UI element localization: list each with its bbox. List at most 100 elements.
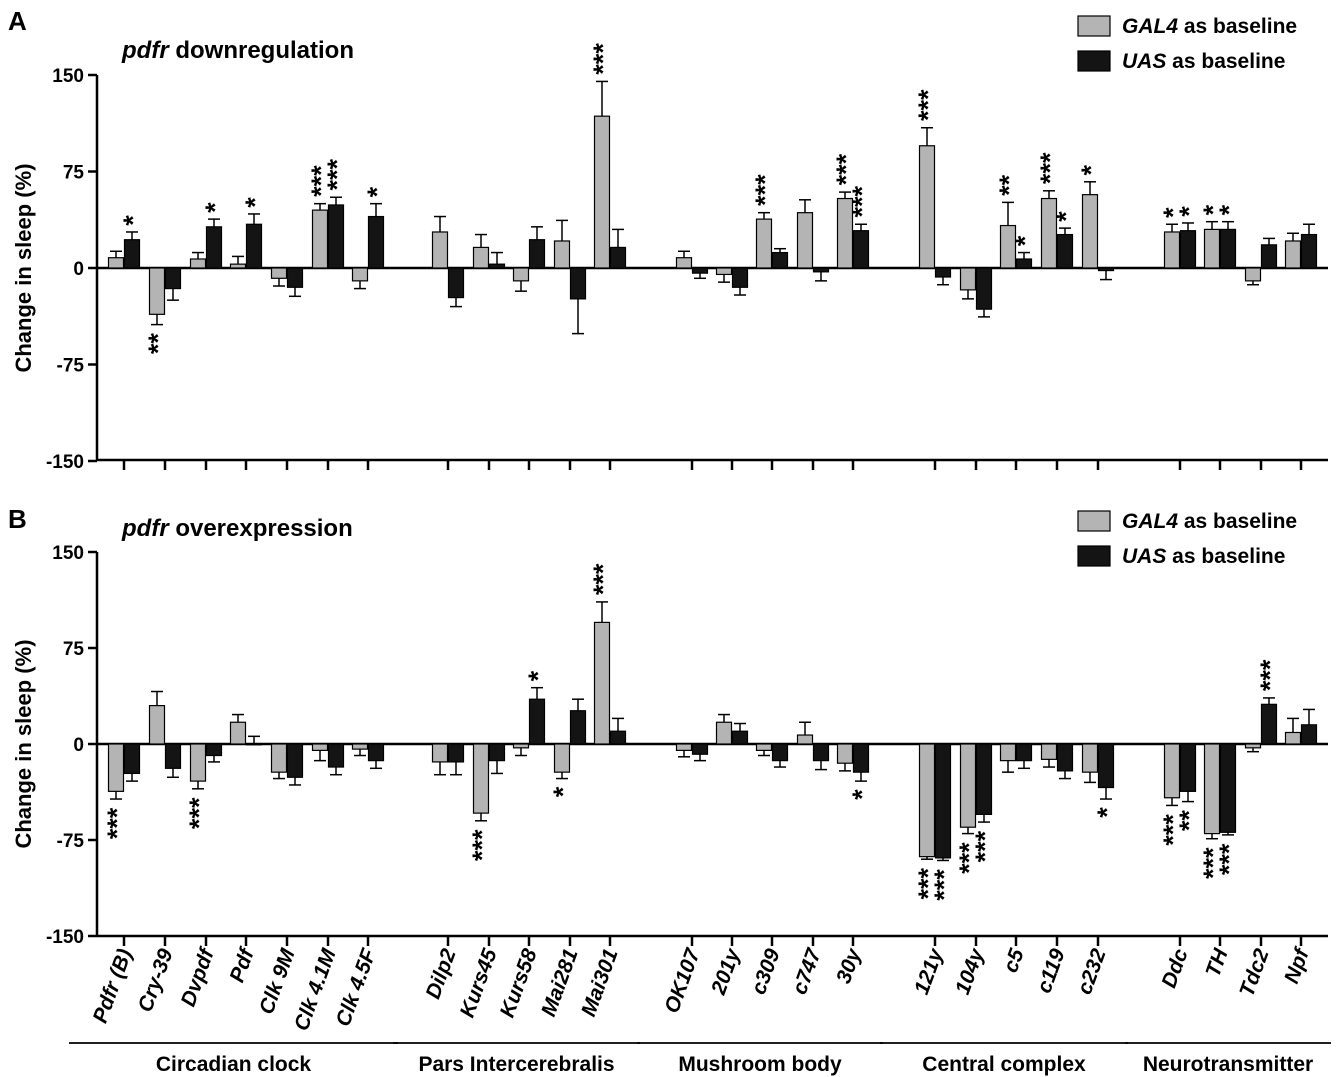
significance-marker: * bbox=[1158, 207, 1188, 218]
y-axis-label: Change in sleep (%) bbox=[11, 639, 36, 848]
bar-uas-6 bbox=[367, 743, 385, 762]
bar-gal4-4 bbox=[270, 743, 288, 773]
bar-uas-23 bbox=[1219, 228, 1237, 269]
bar-uas-24 bbox=[1260, 703, 1278, 745]
bar-gal4-4 bbox=[270, 267, 288, 279]
bar-uas-20 bbox=[1056, 233, 1074, 269]
bar-uas-1 bbox=[164, 743, 182, 769]
significance-marker: *** bbox=[588, 43, 618, 75]
bar-gal4-8 bbox=[472, 743, 490, 814]
x-category-label: OK107 bbox=[660, 945, 705, 1017]
x-category-label: c5 bbox=[999, 946, 1029, 976]
bar-gal4-9 bbox=[512, 743, 530, 749]
bar-uas-1 bbox=[164, 267, 182, 290]
bar-uas-10 bbox=[569, 267, 587, 300]
significance-marker: *** bbox=[1255, 659, 1285, 691]
significance-marker: *** bbox=[184, 797, 214, 829]
significance-marker: *** bbox=[954, 842, 984, 874]
bar-gal4-11 bbox=[593, 115, 611, 269]
bar-gal4-21 bbox=[1081, 743, 1099, 773]
significance-marker: *** bbox=[1214, 843, 1244, 875]
bar-uas-11 bbox=[609, 730, 627, 745]
group-label: Circadian clock bbox=[156, 1053, 312, 1076]
bar-uas-18 bbox=[975, 267, 993, 310]
bar-gal4-17 bbox=[918, 145, 936, 269]
bar-gal4-20 bbox=[1040, 743, 1058, 760]
x-category-label: c747 bbox=[788, 945, 826, 998]
x-category-label: c119 bbox=[1033, 946, 1070, 997]
significance-marker: *** bbox=[970, 830, 1000, 862]
bar-gal4-11 bbox=[593, 621, 611, 745]
x-category-label: Ddc bbox=[1158, 946, 1193, 991]
panel-letter: B bbox=[8, 504, 27, 534]
significance-marker: * bbox=[362, 186, 392, 197]
bar-gal4-13 bbox=[715, 721, 733, 745]
significance-marker: *** bbox=[831, 153, 861, 185]
bar-uas-0 bbox=[123, 743, 141, 775]
bar-uas-2 bbox=[205, 743, 223, 757]
significance-marker: * bbox=[1092, 807, 1122, 818]
bar-gal4-15 bbox=[796, 212, 814, 269]
bar-uas-5 bbox=[327, 204, 345, 269]
y-tick-label: -150 bbox=[46, 927, 84, 948]
x-category-label: 201y bbox=[707, 945, 745, 999]
significance-marker: * bbox=[523, 670, 553, 681]
legend-swatch-gal4 bbox=[1077, 510, 1111, 532]
significance-marker: * bbox=[240, 197, 270, 208]
bar-gal4-14 bbox=[755, 218, 773, 269]
significance-marker: *** bbox=[847, 186, 877, 218]
bar-gal4-25 bbox=[1284, 240, 1302, 269]
bar-uas-22 bbox=[1179, 743, 1197, 792]
y-tick-label: 0 bbox=[73, 259, 84, 280]
bar-gal4-21 bbox=[1081, 194, 1099, 269]
bar-gal4-5 bbox=[311, 209, 329, 269]
bar-uas-16 bbox=[852, 743, 870, 773]
bar-gal4-0 bbox=[107, 257, 125, 269]
bar-gal4-6 bbox=[351, 267, 369, 282]
x-category-label: Mai301 bbox=[577, 946, 623, 1020]
bar-gal4-15 bbox=[796, 734, 814, 745]
bar-uas-8 bbox=[488, 743, 506, 762]
y-tick-label: -75 bbox=[57, 831, 85, 852]
significance-marker: * bbox=[1198, 204, 1228, 215]
significance-marker: ** bbox=[1174, 810, 1204, 832]
significance-marker: * bbox=[1010, 235, 1040, 246]
group-label: Mushroom body bbox=[678, 1053, 842, 1076]
significance-marker: * bbox=[118, 215, 148, 226]
bar-uas-9 bbox=[528, 698, 546, 745]
panel-title: pdfr downregulation bbox=[121, 37, 354, 64]
significance-marker: ** bbox=[994, 174, 1024, 196]
y-tick-label: 150 bbox=[52, 66, 84, 87]
group-label: Central complex bbox=[922, 1053, 1086, 1076]
significance-marker: *** bbox=[306, 165, 336, 197]
significance-marker: * bbox=[1174, 206, 1204, 217]
bar-gal4-2 bbox=[189, 743, 207, 782]
bar-gal4-2 bbox=[189, 258, 207, 269]
significance-marker: *** bbox=[1158, 814, 1188, 846]
y-tick-label: 150 bbox=[52, 543, 84, 564]
significance-marker: *** bbox=[588, 563, 618, 595]
bar-uas-13 bbox=[731, 267, 749, 288]
y-tick-label: 75 bbox=[63, 639, 85, 660]
significance-marker: ** bbox=[143, 333, 173, 355]
significance-marker: *** bbox=[913, 89, 943, 121]
bar-gal4-7 bbox=[431, 231, 449, 269]
x-category-label: Dilp2 bbox=[422, 946, 461, 1002]
x-category-label: 104y bbox=[951, 945, 989, 998]
bar-uas-14 bbox=[771, 743, 789, 762]
bar-uas-17 bbox=[934, 267, 952, 278]
x-category-label: Kurs58 bbox=[496, 946, 542, 1021]
legend-label: GAL4 as baseline bbox=[1122, 15, 1297, 38]
bar-uas-3 bbox=[245, 223, 263, 269]
bar-gal4-22 bbox=[1163, 743, 1181, 799]
significance-marker: *** bbox=[913, 867, 943, 899]
bar-uas-4 bbox=[286, 743, 304, 778]
bar-uas-24 bbox=[1260, 244, 1278, 269]
legend-label: GAL4 as baseline bbox=[1122, 510, 1297, 533]
significance-marker: *** bbox=[322, 158, 352, 190]
bar-uas-12 bbox=[691, 743, 709, 755]
bar-uas-6 bbox=[367, 215, 385, 269]
bar-gal4-13 bbox=[715, 267, 733, 276]
